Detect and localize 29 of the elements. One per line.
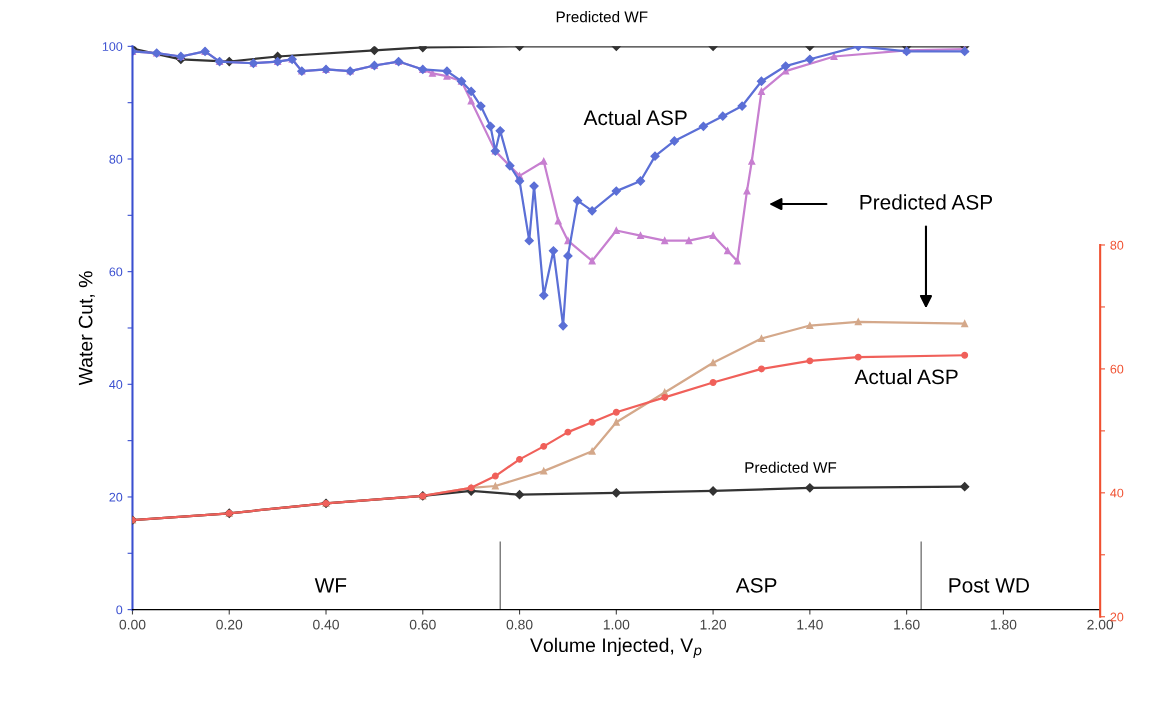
x-tick-label: 0.60 <box>409 619 436 630</box>
annotation: ASP <box>735 577 777 593</box>
x-tick-label: 1.40 <box>797 619 823 630</box>
x-tick-label: 1.80 <box>990 619 1017 630</box>
annotation: WF <box>314 578 347 593</box>
text: Predicted WF <box>556 11 648 23</box>
x-tick-label: 0.00 <box>119 619 146 630</box>
annotation: Actual ASP <box>583 109 687 126</box>
x-tick-label: 1.60 <box>894 619 920 630</box>
x-tick-label: 0.40 <box>313 619 339 630</box>
x-tick-label: 1.20 <box>700 619 727 630</box>
annotation: Actual ASP <box>854 368 958 385</box>
y-tick-label: 100 <box>102 42 123 51</box>
y-tick-label: 40 <box>109 380 123 389</box>
x-tick-label: 1.00 <box>603 619 630 630</box>
y2-tick-label: 40 <box>1110 488 1124 498</box>
annotation: Post WD <box>949 578 1029 593</box>
x-tick-label: 0.20 <box>216 619 243 630</box>
y-axis-title: Water Cut, % <box>78 271 95 386</box>
x-tick-label: 0.80 <box>506 619 533 630</box>
x-axis-title: Volume Injected, V$_{p}$ <box>530 637 702 658</box>
annotation: Predicted ASP <box>860 194 993 210</box>
annotation: Predicted WF <box>745 461 837 473</box>
y2-tick-label: 60 <box>1110 364 1124 374</box>
y-tick-label: 80 <box>109 154 123 164</box>
y-tick-label: 20 <box>109 492 123 502</box>
y-tick-label: 60 <box>109 267 123 277</box>
y-tick-label: 0 <box>116 605 123 615</box>
y2-tick-label: 80 <box>1110 240 1124 250</box>
